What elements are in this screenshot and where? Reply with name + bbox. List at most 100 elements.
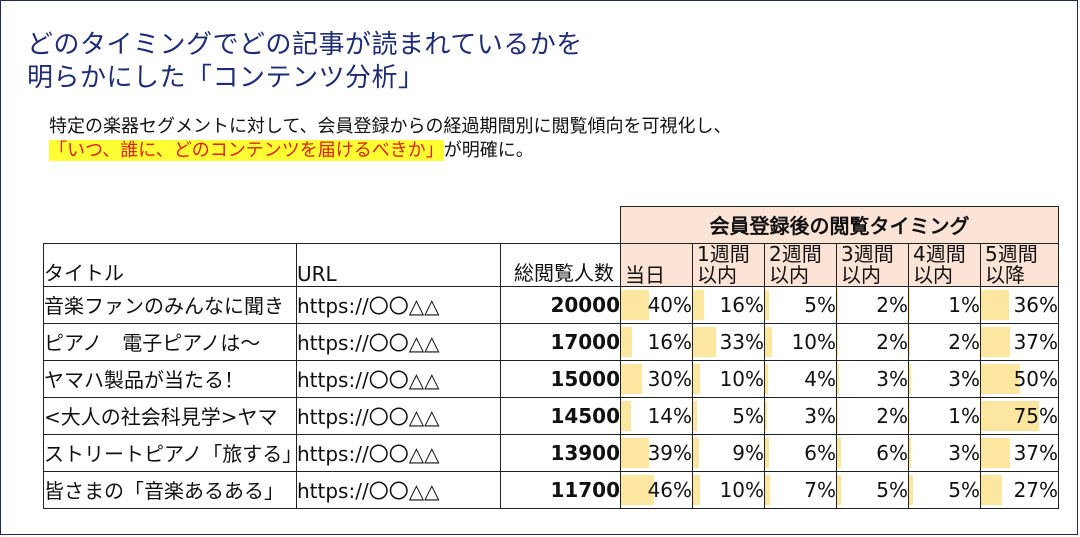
pct-value: 37% (1013, 440, 1059, 465)
pct-value: 40% (647, 292, 693, 317)
subtitle: 特定の楽器セグメントに対して、会員登録からの経過期間別に閲覧傾向を可視化し、 「… (49, 115, 732, 163)
header-timing-line1: 3週間 (841, 243, 894, 266)
row-pct-cell: 75% (980, 396, 1060, 435)
header-timing-line1: 2週間 (769, 243, 822, 266)
title-line-2: 明らかにした「コンテンツ分析」 (27, 63, 425, 93)
pct-databar (837, 326, 839, 357)
subtitle-highlight: 「いつ、誰に、どのコンテンツを届けるべきか」 (49, 140, 444, 161)
subtitle-line-1: 特定の楽器セグメントに対して、会員登録からの経過期間別に閲覧傾向を可視化し、 (49, 116, 732, 137)
pct-value: 2% (948, 329, 981, 354)
row-pct-cell: 10% (692, 359, 766, 398)
row-pct-cell: 39% (620, 433, 694, 472)
pct-databar (621, 400, 631, 431)
pct-value: 2% (876, 403, 909, 428)
row-views: 14500 (499, 396, 622, 435)
header-timing-5: 5週間 以降 (980, 242, 1060, 287)
pct-databar (909, 289, 910, 320)
row-title: ストリートピアノ「旅する」 (43, 433, 297, 472)
pct-value: 5% (732, 403, 765, 428)
table-row: ヤマハ製品が当たる！ https://〇〇△△ 15000 30% 10% 4% 3% 3% 5… (43, 359, 1060, 398)
pct-databar (765, 289, 769, 320)
pct-databar (621, 363, 643, 394)
row-pct-cell: 1% (908, 285, 982, 324)
row-pct-cell: 3% (908, 433, 982, 472)
pct-databar (693, 400, 697, 431)
pct-value: 36% (1013, 292, 1059, 317)
row-url: https://〇〇△△ (296, 396, 501, 435)
row-pct-cell: 37% (980, 433, 1060, 472)
row-views: 15000 (499, 359, 622, 398)
pct-databar (909, 437, 912, 468)
header-spacer (43, 206, 621, 244)
column-header-row: タイトル URL 総閲覧人数 当日 1週間 以内 2週間 以内 3週間 以内 4週間 以内 5週間… (43, 242, 1060, 287)
pct-value: 3% (876, 366, 909, 391)
row-pct-cell: 2% (836, 396, 910, 435)
row-url: https://〇〇△△ (296, 433, 501, 472)
pct-databar (621, 437, 649, 468)
pct-databar (621, 474, 654, 505)
pct-databar (837, 400, 839, 431)
pct-databar (765, 400, 768, 431)
row-pct-cell: 10% (764, 322, 838, 361)
row-pct-cell: 3% (908, 359, 982, 398)
pct-value: 5% (948, 477, 981, 502)
row-pct-cell: 2% (908, 322, 982, 361)
pct-databar (909, 363, 912, 394)
row-pct-cell: 30% (620, 359, 694, 398)
header-views: 総閲覧人数 (499, 242, 622, 287)
header-timing-line2: 以内 (913, 262, 954, 286)
table-row: 皆さまの「音楽あるある」 https://〇〇△△ 11700 46% 10% 7% 5% 5… (43, 470, 1060, 509)
pct-value: 75% (1013, 403, 1059, 428)
header-timing-line2: 以内 (841, 262, 882, 286)
pct-databar (981, 400, 1039, 431)
pct-databar (909, 474, 913, 505)
row-pct-cell: 3% (764, 396, 838, 435)
pct-value: 50% (1013, 366, 1059, 391)
pct-value: 14% (647, 403, 693, 428)
row-title: 皆さまの「音楽あるある」 (43, 470, 297, 509)
pct-databar (765, 437, 770, 468)
row-url: https://〇〇△△ (296, 322, 501, 361)
pct-value: 16% (647, 329, 693, 354)
pct-value: 30% (647, 366, 693, 391)
group-header-row: 会員登録後の閲覧タイミング (43, 206, 1060, 244)
pct-databar (693, 437, 700, 468)
row-pct-cell: 27% (980, 470, 1060, 509)
header-timing-line1: 5週間 (985, 243, 1038, 266)
table-row: ピアノ 電子ピアノは～ https://〇〇△△ 17000 16% 33% 10% 2% 2… (43, 322, 1060, 361)
row-pct-cell: 40% (620, 285, 694, 324)
row-pct-cell: 7% (764, 470, 838, 509)
row-pct-cell: 2% (836, 285, 910, 324)
pct-databar (981, 474, 1002, 505)
row-views: 13900 (499, 433, 622, 472)
header-timing-line2: 以内 (769, 262, 810, 286)
pct-value: 16% (719, 292, 765, 317)
pct-databar (909, 400, 910, 431)
pct-value: 10% (719, 477, 765, 502)
row-pct-cell: 37% (980, 322, 1060, 361)
table-row: <大人の社会科見学>ヤマ https://〇〇△△ 14500 14% 5% 3% 2% 1%… (43, 396, 1060, 435)
pct-databar (837, 437, 842, 468)
row-pct-cell: 16% (620, 322, 694, 361)
content-analysis-table: 会員登録後の閲覧タイミング タイトル URL 総閲覧人数 当日 1週間 以内 2週間以… (43, 206, 1060, 509)
header-url: URL (296, 242, 501, 287)
pct-databar (765, 474, 770, 505)
pct-value: 10% (791, 329, 837, 354)
title-line-1: どのタイミングでどの記事が読まれているかを (27, 30, 583, 60)
pct-value: 3% (948, 366, 981, 391)
row-title: <大人の社会科見学>ヤマ (43, 396, 297, 435)
pct-databar (981, 363, 1020, 394)
pct-value: 37% (1013, 329, 1059, 354)
header-timing-3: 3週間 以内 (836, 242, 910, 287)
header-timing-line1: 4週間 (913, 243, 966, 266)
table-row: 音楽ファンのみんなに聞き https://〇〇△△ 20000 40% 16% 5% 2% 1… (43, 285, 1060, 324)
pct-value: 27% (1013, 477, 1059, 502)
pct-value: 6% (876, 440, 909, 465)
header-timing-4: 4週間 以内 (908, 242, 982, 287)
row-pct-cell: 5% (692, 396, 766, 435)
pct-databar (981, 289, 1009, 320)
row-pct-cell: 6% (764, 433, 838, 472)
pct-databar (981, 326, 1010, 357)
pct-databar (981, 437, 1010, 468)
pct-databar (693, 474, 701, 505)
